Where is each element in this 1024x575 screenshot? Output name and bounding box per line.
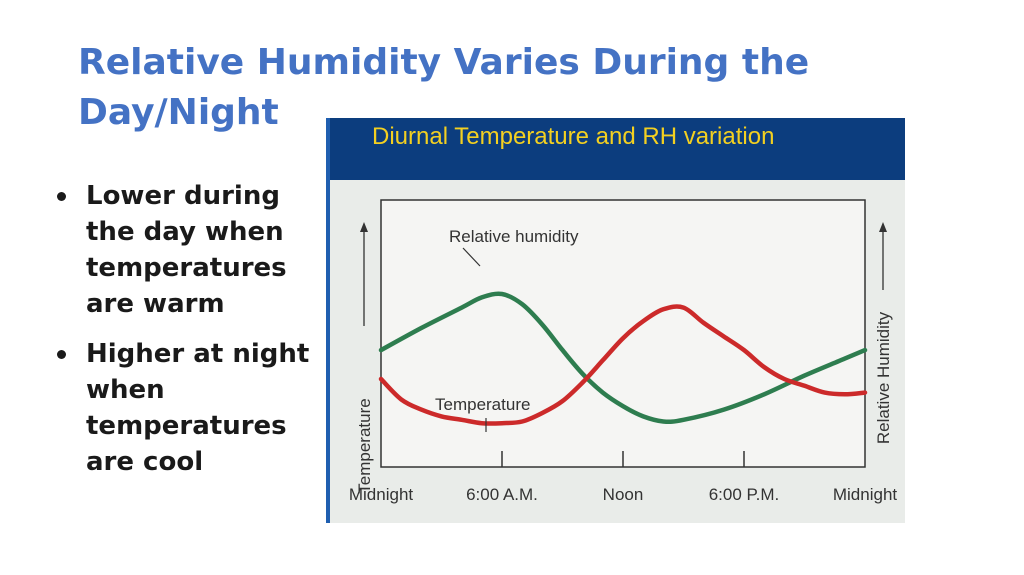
y-axis-label-right: Relative Humidity: [874, 311, 893, 444]
bullet-text: Higher at night when temperatures are co…: [86, 339, 310, 477]
series-annotations: Relative humidity Temperature: [435, 227, 579, 432]
annotation-relative-humidity: Relative humidity: [449, 227, 579, 246]
annotation-temperature: Temperature: [435, 395, 530, 414]
slide-title: Relative Humidity Varies During the Day/…: [78, 42, 810, 133]
x-axis-tick-labels: Midnight 6:00 A.M. Noon 6:00 P.M. Midnight: [349, 485, 898, 504]
chart-figure: Diurnal Temperature and RH variation Mid…: [326, 118, 905, 523]
annotation-leader-rh: [462, 247, 481, 267]
bullet-list: Lower during the day when temperatures a…: [55, 178, 317, 494]
diurnal-chart: Midnight 6:00 A.M. Noon 6:00 P.M. Midnight T…: [349, 199, 898, 504]
series-line-temperature: [378, 304, 868, 426]
plot-frame: [380, 199, 866, 468]
x-tick-label: Noon: [603, 485, 644, 504]
x-tick-label: 6:00 P.M.: [709, 485, 780, 504]
series-lines: [378, 291, 868, 426]
chart-title: Diurnal Temperature and RH variation: [372, 123, 775, 150]
chart-header: Diurnal Temperature and RH variation: [330, 118, 905, 180]
x-tick-label: 6:00 A.M.: [466, 485, 538, 504]
left-axis-arrowhead-icon: [360, 222, 368, 232]
y-axis-label-left: Temperature: [355, 398, 374, 493]
bullet-dot-icon: [57, 192, 66, 201]
bullet-item: Higher at night when temperatures are co…: [55, 336, 317, 480]
bullet-dot-icon: [57, 350, 66, 359]
series-line-relative-humidity: [378, 291, 868, 425]
x-tick-label: Midnight: [833, 485, 898, 504]
right-axis: Relative Humidity: [874, 222, 893, 444]
bullet-item: Lower during the day when temperatures a…: [55, 178, 317, 322]
left-axis: Temperature: [355, 222, 374, 494]
right-axis-arrowhead-icon: [879, 222, 887, 232]
x-axis-ticks: [501, 451, 745, 467]
bullet-text: Lower during the day when temperatures a…: [86, 181, 287, 319]
x-tick-label: Midnight: [349, 485, 414, 504]
